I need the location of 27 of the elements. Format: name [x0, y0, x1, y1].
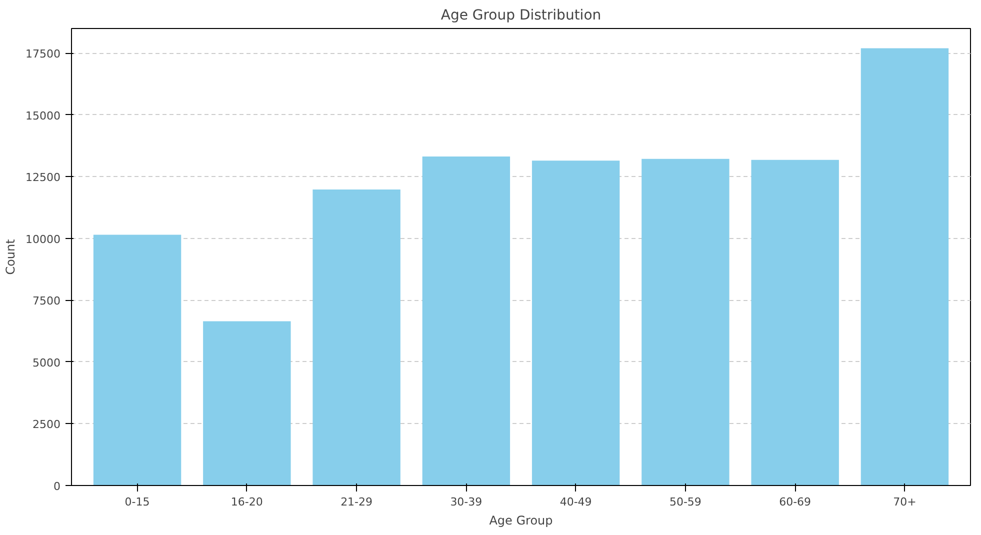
y-axis-title: Count [4, 238, 18, 275]
bar [312, 190, 400, 486]
x-tick-label: 50-59 [669, 496, 702, 508]
bar [203, 321, 291, 486]
bar [751, 160, 839, 486]
y-tick-label: 17500 [26, 48, 61, 61]
y-tick-label: 0 [54, 480, 60, 493]
bar [642, 158, 730, 486]
chart-title: Age Group Distribution [440, 8, 602, 24]
bar [93, 234, 182, 486]
x-tick-label: 30-39 [450, 496, 482, 508]
y-tick-label: 10000 [26, 232, 61, 246]
y-tick-label: 5000 [32, 356, 61, 370]
bar [860, 48, 949, 486]
bar [422, 156, 510, 486]
x-tick-label: 0-15 [124, 496, 150, 508]
y-tick-label: 15000 [26, 109, 61, 122]
x-tick-label: 40-49 [560, 496, 592, 508]
x-tick-label: 21-29 [340, 496, 373, 508]
x-tick-label: 70+ [893, 496, 916, 508]
x-tick-label: 16-20 [230, 496, 263, 508]
y-tick-label: 12500 [26, 171, 61, 184]
y-tick-label: 2500 [32, 418, 61, 432]
x-tick-label: 60-69 [779, 496, 812, 508]
bar [532, 160, 620, 486]
x-axis-title: Age Group [489, 514, 553, 528]
y-tick-label: 7500 [32, 294, 61, 308]
